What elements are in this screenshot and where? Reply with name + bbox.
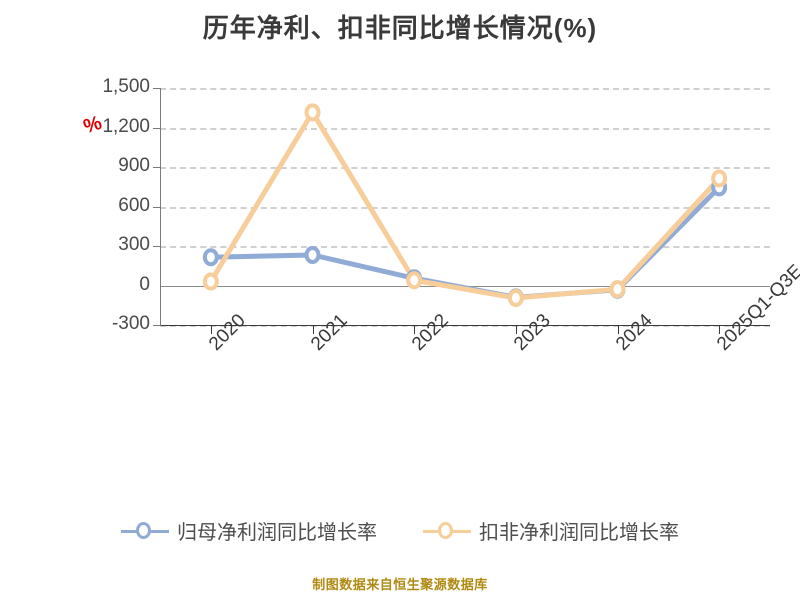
data-point-marker[interactable]: [304, 103, 321, 122]
plot-area: [160, 88, 770, 327]
y-axis-tick-label: 1,200: [102, 115, 150, 137]
legend-marker-icon: [423, 520, 471, 542]
footer-attribution: 制图数据来自恒生聚源数据库: [312, 577, 488, 592]
gridline: [160, 167, 770, 169]
page-title: 历年净利、扣非同比增长情况(%): [202, 13, 598, 43]
data-point-marker[interactable]: [406, 271, 423, 290]
y-axis-tick-label: 600: [118, 194, 150, 216]
x-axis-tick: [312, 325, 314, 334]
legend-item[interactable]: 归母净利润同比增长率: [121, 516, 377, 545]
x-axis-line: [160, 325, 770, 326]
data-point-marker[interactable]: [202, 248, 219, 267]
gridline: [160, 88, 770, 90]
y-axis-tick: [153, 127, 161, 129]
legend-dot: [136, 521, 151, 539]
y-axis-tick: [153, 167, 161, 168]
data-point-marker[interactable]: [202, 272, 219, 291]
y-axis-tick-label: 900: [118, 155, 150, 176]
data-point-marker[interactable]: [711, 169, 728, 188]
y-axis-tick-label: 300: [118, 234, 150, 255]
legend: 归母净利润同比增长率 扣非净利润同比增长率: [0, 516, 800, 545]
x-axis-tick: [210, 325, 212, 334]
y-axis-tick: [153, 325, 161, 326]
gridline: [160, 246, 770, 248]
gridline: [160, 127, 770, 130]
y-axis-tick: [153, 206, 161, 208]
y-axis-tick-label: 1,500: [102, 76, 150, 97]
series-layer: [202, 103, 728, 308]
data-point-marker[interactable]: [609, 280, 626, 299]
x-axis-tick: [515, 325, 517, 334]
data-point-marker[interactable]: [507, 289, 524, 308]
x-axis-tick: [617, 325, 619, 334]
x-axis-tick: [414, 325, 416, 334]
gridline: [160, 206, 770, 209]
y-axis-tick: [153, 246, 161, 247]
series-line: [208, 184, 722, 300]
legend-label: 扣非净利润同比增长率: [479, 522, 679, 544]
legend-item[interactable]: 扣非净利润同比增长率: [423, 516, 679, 545]
y-axis-tick-label: 0: [139, 273, 150, 295]
data-point-marker[interactable]: [304, 245, 321, 264]
legend-dot: [438, 521, 453, 539]
series-line: [208, 109, 722, 301]
legend-label: 归母净利润同比增长率: [177, 522, 377, 544]
y-axis-tick-label: -300: [111, 313, 150, 334]
legend-marker-icon: [121, 520, 169, 542]
y-axis-tick: [153, 88, 161, 89]
gridline: [160, 325, 770, 327]
x-axis-tick: [719, 325, 721, 334]
